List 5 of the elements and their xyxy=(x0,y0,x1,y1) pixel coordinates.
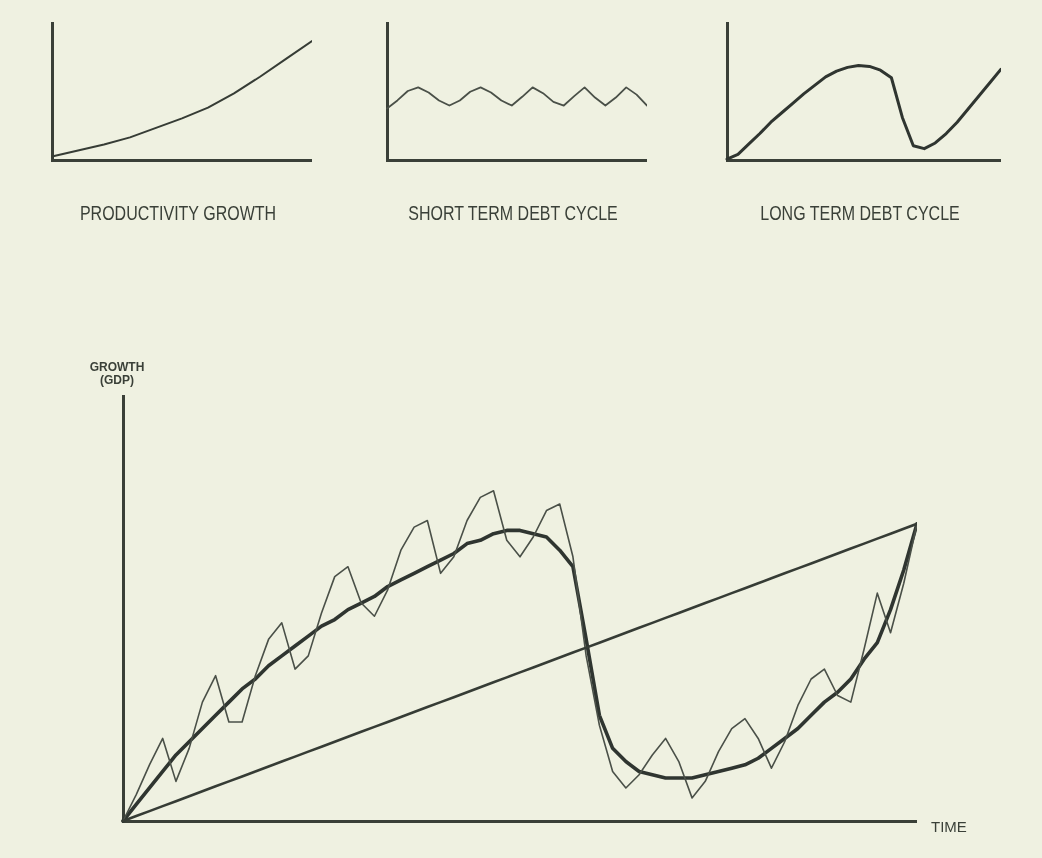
y-axis-title: GROWTH (GDP) xyxy=(88,360,146,387)
text: SHORT TERM DEBT CYCLE xyxy=(407,202,619,225)
x-axis-title: TIME xyxy=(931,818,967,835)
text: PRODUCTIVITY GROWTH xyxy=(78,202,278,225)
text: LONG TERM DEBT CYCLE xyxy=(759,202,961,225)
